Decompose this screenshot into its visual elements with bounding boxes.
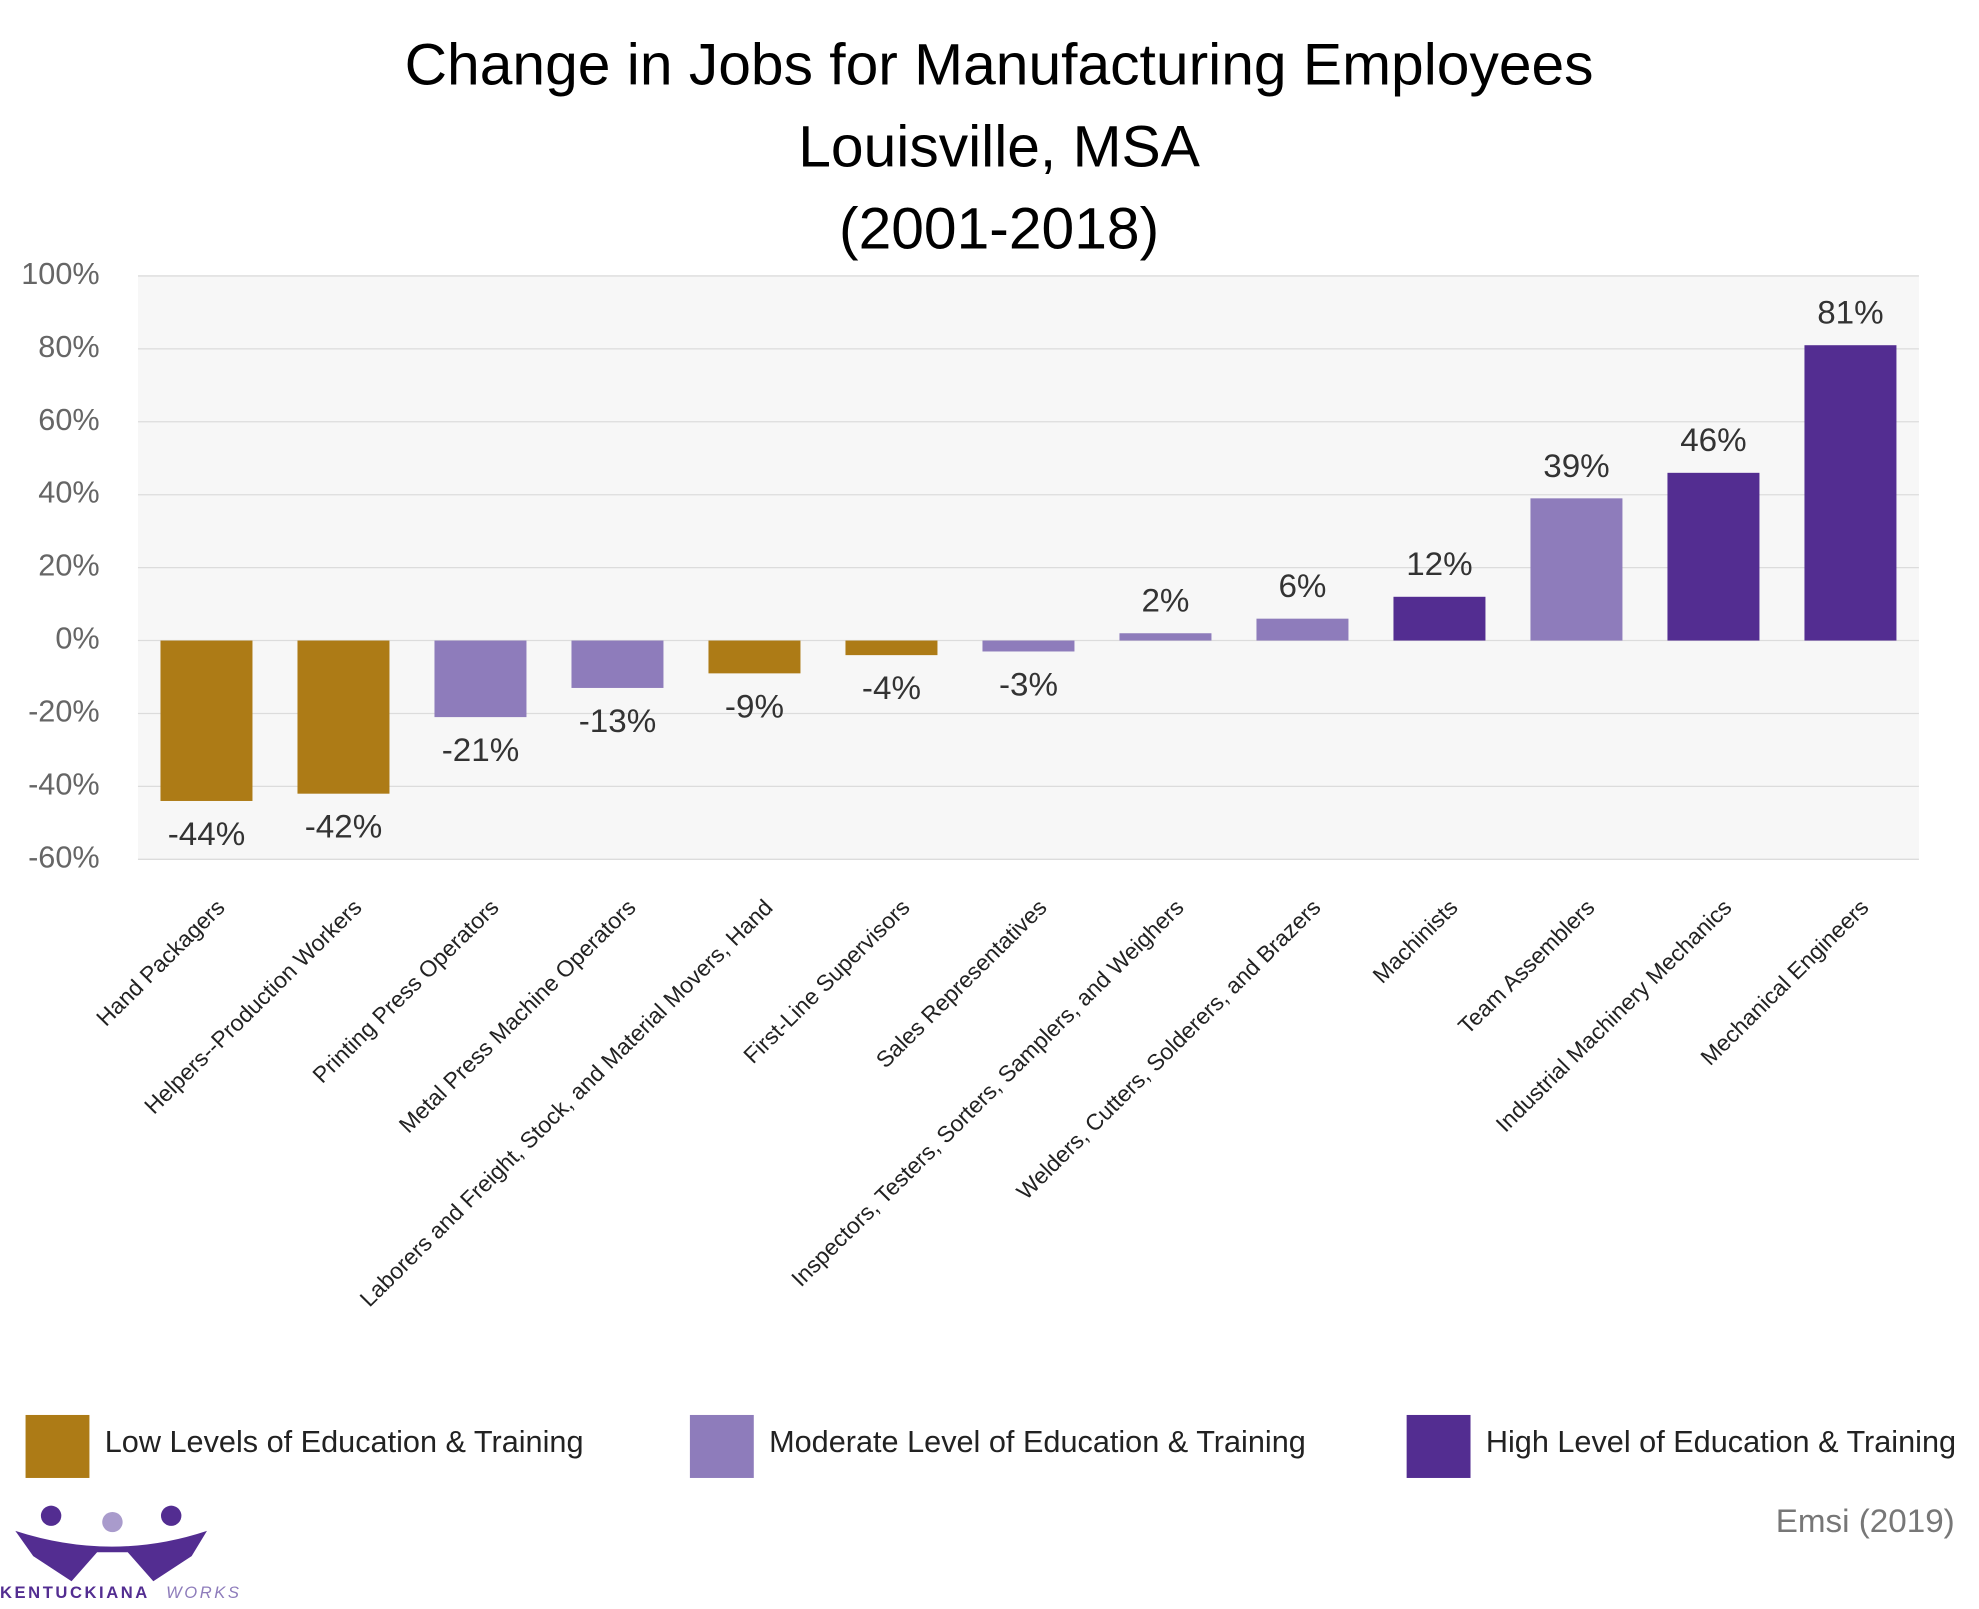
logo-text: WORKS xyxy=(166,1584,241,1602)
data-label: 12% xyxy=(1406,545,1472,582)
chart-title: Louisville, MSA xyxy=(798,115,1200,180)
bar xyxy=(297,640,390,794)
bar xyxy=(708,640,801,674)
legend-label: Moderate Level of Education & Training xyxy=(769,1425,1306,1459)
legend-swatch xyxy=(689,1414,754,1478)
x-tick-label: Industrial Machinery Mechanics xyxy=(1490,894,1736,1137)
legend-label: High Level of Education & Training xyxy=(1486,1425,1956,1459)
data-label: 81% xyxy=(1817,294,1883,331)
data-label: 46% xyxy=(1680,421,1746,458)
logo-head xyxy=(40,1505,62,1526)
data-label: -42% xyxy=(305,808,383,845)
data-label: 6% xyxy=(1278,567,1326,604)
x-tick-label: Helpers--Production Workers xyxy=(139,894,367,1119)
data-label: 2% xyxy=(1141,582,1189,619)
bar xyxy=(1256,618,1349,641)
x-tick-label: Welders, Cutters, Solderers, and Brazers xyxy=(1011,894,1326,1204)
y-tick-label: -20% xyxy=(28,695,100,729)
chart-title: (2001-2018) xyxy=(839,197,1159,262)
bar xyxy=(1804,345,1897,641)
logo-text: KENTUCKIANA xyxy=(0,1584,150,1602)
x-tick-label: Machinists xyxy=(1367,894,1462,988)
bar xyxy=(1393,596,1486,641)
data-label: -21% xyxy=(442,731,520,768)
x-tick-label: Hand Packagers xyxy=(91,894,230,1031)
bar xyxy=(160,640,253,801)
logo: KENTUCKIANA WORKS xyxy=(0,1505,241,1602)
legend-label: Low Levels of Education & Training xyxy=(105,1425,584,1459)
legend-swatch xyxy=(1406,1414,1471,1478)
y-tick-label: 40% xyxy=(38,476,99,510)
y-tick-label: 80% xyxy=(38,330,99,364)
bar xyxy=(845,640,938,656)
logo-head xyxy=(102,1511,123,1533)
source: Emsi (2019) xyxy=(1776,1502,1955,1539)
legend-swatch xyxy=(25,1414,90,1478)
y-tick-label: 20% xyxy=(38,549,99,583)
bar xyxy=(1119,633,1212,641)
bar xyxy=(982,640,1075,652)
bar xyxy=(571,640,664,688)
data-label: -13% xyxy=(579,702,657,739)
bar xyxy=(1667,472,1760,641)
logo-figures xyxy=(15,1530,207,1582)
bar xyxy=(434,640,527,718)
chart-title: Change in Jobs for Manufacturing Employe… xyxy=(405,33,1594,98)
data-label: -9% xyxy=(725,688,784,725)
data-label: 39% xyxy=(1543,447,1609,484)
data-label: -4% xyxy=(862,669,921,706)
y-tick-label: -60% xyxy=(28,840,100,874)
y-tick-label: 60% xyxy=(38,403,99,437)
data-label: -44% xyxy=(168,815,246,852)
x-tick-label: Team Assemblers xyxy=(1453,894,1600,1039)
y-tick-label: 0% xyxy=(55,622,99,656)
x-tick-label: Metal Press Machine Operators xyxy=(394,894,641,1138)
bar xyxy=(1530,498,1623,641)
y-tick-label: 100% xyxy=(21,257,99,291)
logo-head xyxy=(160,1505,182,1526)
data-label: -3% xyxy=(999,666,1058,703)
y-tick-label: -40% xyxy=(28,768,100,802)
